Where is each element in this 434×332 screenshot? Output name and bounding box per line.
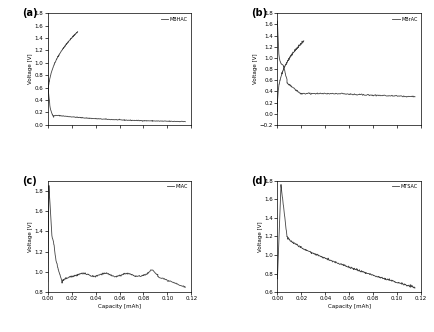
Legend: MBHAC: MBHAC bbox=[160, 16, 189, 23]
Y-axis label: Voltage [V]: Voltage [V] bbox=[29, 221, 33, 252]
Legend: MBrAC: MBrAC bbox=[391, 16, 418, 23]
Text: (b): (b) bbox=[252, 8, 268, 18]
Text: (a): (a) bbox=[22, 8, 37, 18]
Legend: MIAC: MIAC bbox=[166, 183, 189, 190]
Y-axis label: Voltage [V]: Voltage [V] bbox=[258, 221, 263, 252]
X-axis label: Capacity [mAh]: Capacity [mAh] bbox=[328, 304, 371, 309]
Y-axis label: Voltage [V]: Voltage [V] bbox=[253, 54, 259, 84]
Y-axis label: Voltage [V]: Voltage [V] bbox=[29, 54, 33, 84]
Legend: MTSAC: MTSAC bbox=[391, 183, 418, 190]
X-axis label: Capacity [mAh]: Capacity [mAh] bbox=[98, 304, 141, 309]
Text: (d): (d) bbox=[252, 176, 268, 186]
Text: (c): (c) bbox=[22, 176, 36, 186]
